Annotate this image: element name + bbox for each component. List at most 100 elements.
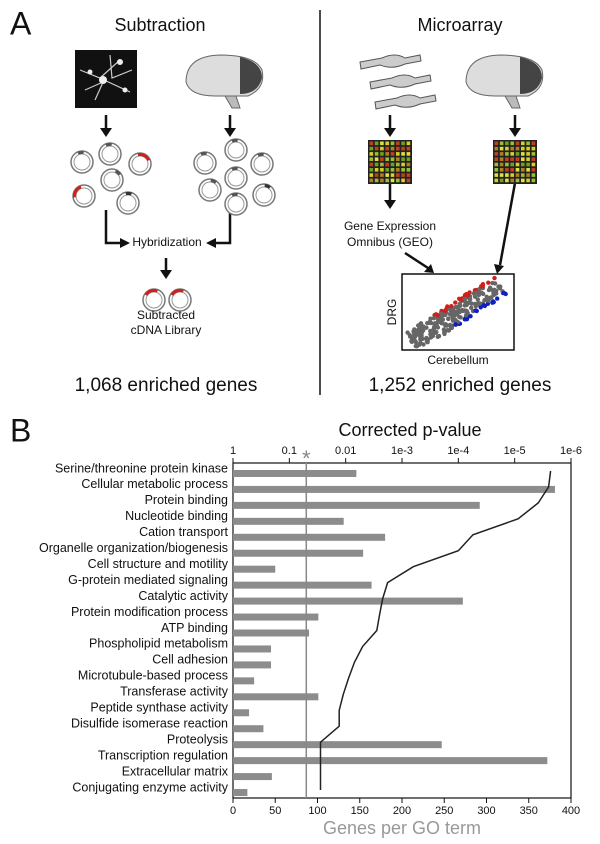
array-spot (499, 162, 504, 167)
array-spot (369, 141, 374, 146)
scatter-dot (482, 298, 487, 303)
plasmid-inner (227, 169, 245, 187)
scatter-dot (435, 313, 441, 318)
scatter-dot (473, 308, 478, 313)
array-spot (526, 173, 530, 177)
array-spot (526, 152, 530, 156)
insert (77, 151, 84, 155)
y-tick-label: Microtubule-based process (78, 669, 228, 683)
array-spot (510, 146, 514, 151)
y-tick-label: Peptide synthase activity (90, 701, 228, 715)
insert (125, 191, 132, 196)
scatter-dot (497, 286, 503, 291)
x2-tick-label: 1e-6 (560, 445, 582, 457)
array-spot (380, 173, 384, 177)
plasmids (70, 138, 276, 312)
array-spot (531, 146, 536, 151)
y-tick-label: Protein binding (145, 493, 228, 507)
panel-label: A (10, 5, 32, 41)
scatter-dot (446, 316, 451, 321)
array-spot (494, 146, 499, 151)
array-spot (380, 162, 384, 167)
array-spot (401, 157, 405, 161)
array-spot (390, 162, 395, 167)
bar (233, 661, 272, 669)
bar (233, 517, 344, 525)
array-spot (385, 152, 389, 156)
scatter-dot (477, 301, 482, 306)
array-spot (515, 146, 520, 151)
x-tick-label: 300 (477, 805, 495, 817)
chart: 0 50 100 150 200 250 300 350 400 Genes per GO ter… (39, 420, 582, 838)
array-spot (374, 152, 379, 156)
scatter-dot (436, 318, 441, 323)
bar (233, 565, 276, 573)
scatter-dot (428, 316, 433, 321)
scatter-dot (447, 312, 453, 317)
array-spot (369, 146, 374, 151)
array-spot (390, 168, 395, 172)
scatter-dot (462, 317, 467, 322)
x2-tick-label: 1 (230, 445, 236, 457)
x-tick-label: 150 (351, 805, 369, 817)
brain-icon (185, 54, 264, 109)
array-spot (401, 173, 405, 177)
scatter-dot (442, 329, 448, 334)
array-spot (521, 178, 525, 183)
insert (200, 152, 207, 156)
y-tick-label: Cation transport (139, 525, 228, 539)
y-tick-label: Cellular metabolic process (81, 477, 228, 491)
array-spot (526, 168, 530, 172)
x-tick-label: 100 (308, 805, 326, 817)
array-spot (401, 141, 405, 146)
array-spot (369, 178, 374, 183)
scatter-dot (429, 330, 434, 335)
y-tick-label: Conjugating enzyme activity (72, 780, 228, 794)
scatter-dot (435, 334, 440, 339)
array-spot (380, 141, 384, 146)
array-spot (499, 141, 504, 146)
plasmid-inner (253, 155, 271, 173)
scatter-dot (486, 287, 492, 293)
bar (233, 757, 548, 765)
x-tick-label: 50 (269, 805, 281, 817)
x2-tick-label: 1e-4 (447, 445, 469, 457)
x-tick-label: 400 (562, 805, 580, 817)
scatter-dot (434, 329, 439, 335)
x-axis-label: Genes per GO term (323, 818, 481, 838)
array-spot (521, 168, 525, 172)
array-spot (385, 162, 389, 167)
scatter-dot (459, 307, 465, 313)
scatter-dot (475, 297, 480, 302)
array-spot (531, 157, 536, 161)
array-spot (499, 173, 504, 177)
y-tick-label: Phospholipid metabolism (89, 637, 228, 651)
array-spot (385, 178, 389, 183)
x2-axis-label: Corrected p-value (338, 420, 481, 440)
array-spot (374, 157, 379, 161)
array-spot (521, 146, 525, 151)
array-spot (380, 152, 384, 156)
bar (233, 485, 555, 493)
array-spot (385, 168, 389, 172)
array-spot (374, 178, 379, 183)
array-spot (505, 173, 509, 177)
y-tick-label: Transcription regulation (98, 748, 228, 762)
array-spot (401, 178, 405, 183)
insert (170, 288, 184, 296)
count-label: 1,068 enriched genes (75, 375, 258, 396)
neuron-cells (87, 59, 128, 93)
scatter-dot (462, 296, 467, 302)
array-spot (494, 178, 499, 183)
array-spot (499, 178, 504, 183)
array-spot (406, 152, 411, 156)
bar (233, 533, 386, 541)
section-title: Microarray (417, 15, 502, 35)
bar (233, 709, 250, 717)
array-spot (369, 152, 374, 156)
array-spot (406, 157, 411, 161)
x2-tick-label: 0.1 (282, 445, 297, 457)
array-spot (505, 141, 509, 146)
array-spot (499, 152, 504, 156)
